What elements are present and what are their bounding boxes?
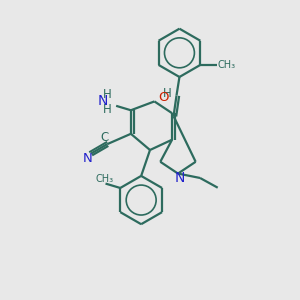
Text: O: O: [158, 92, 169, 104]
Text: N: N: [98, 94, 108, 108]
Text: CH₃: CH₃: [218, 60, 236, 70]
Text: C: C: [101, 131, 109, 144]
Text: N: N: [174, 171, 184, 185]
Text: H: H: [103, 88, 112, 101]
Text: H: H: [163, 87, 172, 100]
Text: H: H: [103, 103, 112, 116]
Text: N: N: [83, 152, 92, 165]
Text: CH₃: CH₃: [95, 174, 113, 184]
